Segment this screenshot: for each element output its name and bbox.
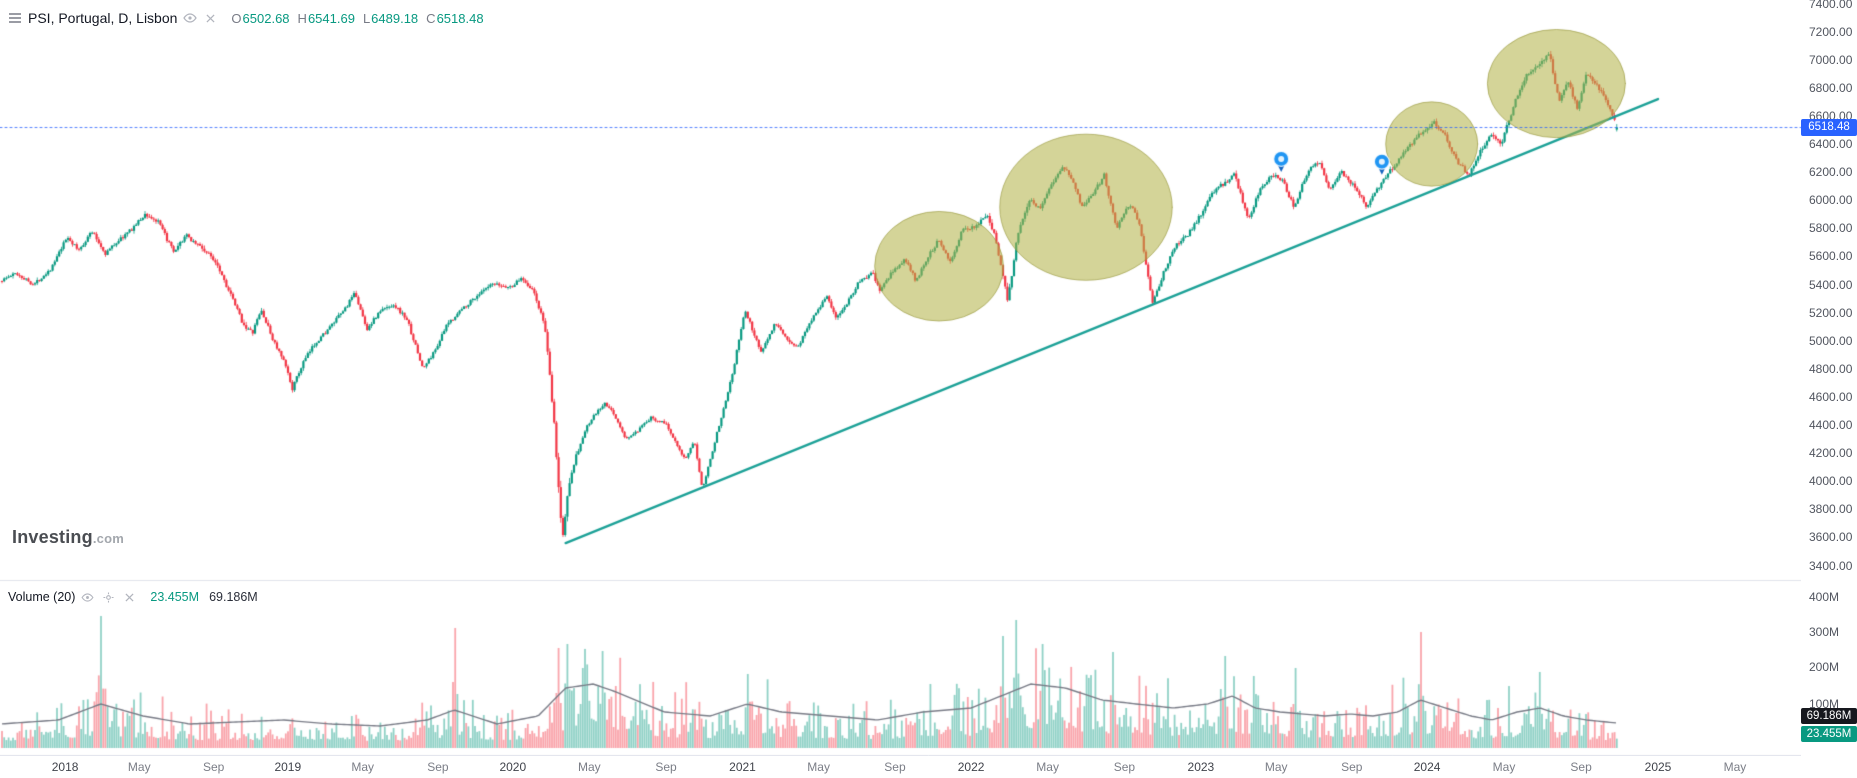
investing-logo-suffix: .com	[92, 531, 124, 546]
time-axis-label: May	[577, 760, 601, 774]
ohlc-high: H6541.69	[297, 10, 355, 26]
price-axis-label: 5400.00	[1809, 277, 1853, 292]
time-axis[interactable]: 2018 May Sep 2019 May Sep 2020 May Sep 2021 May Sep…	[0, 756, 1857, 778]
price-axis-label: 7400.00	[1809, 0, 1853, 11]
price-axis-label: 4400.00	[1809, 418, 1853, 432]
symbol-legend: PSI, Portugal, D, Lisbon O6502.68 H6541.…	[8, 7, 492, 29]
volume-ma-value: 69.186M	[209, 590, 258, 604]
time-axis-label: 2019	[274, 760, 302, 774]
time-axis-label: Sep	[884, 760, 906, 774]
volume-axis-label: 200M	[1809, 660, 1840, 675]
time-axis-label: Sep	[655, 760, 677, 774]
ohlc-close: C6518.48	[426, 10, 484, 26]
time-axis-label: 2021	[729, 760, 756, 774]
instrument-menu-icon[interactable]	[8, 12, 22, 24]
volume-axis-label: 300M	[1809, 624, 1840, 639]
time-axis-label: 2023	[1187, 760, 1215, 774]
volume-current-badge: 23.455M	[1801, 726, 1857, 742]
ohlc-values: O6502.68 H6541.69 L6489.18 C6518.48	[231, 11, 491, 26]
volume-legend: Volume (20) 23.455M 69.186M	[8, 588, 258, 606]
ohlc-open: O6502.68	[231, 10, 290, 26]
investing-logo-brand: Investing	[12, 527, 93, 547]
time-axis-label: May	[1492, 760, 1516, 774]
price-axis-label: 4600.00	[1809, 389, 1853, 404]
close-icon[interactable]	[202, 10, 219, 26]
investing-logo: Investing.com	[12, 527, 124, 548]
time-axis-label: 2018	[51, 760, 79, 774]
time-axis-label: 2020	[499, 760, 527, 774]
price-axis-label: 7200.00	[1809, 24, 1853, 39]
price-axis-label: 3800.00	[1809, 502, 1853, 517]
price-axis-label: 5000.00	[1809, 333, 1853, 348]
volume-ma-badge: 69.186M	[1801, 708, 1857, 724]
time-axis-label: May	[127, 760, 151, 774]
time-axis-label: Sep	[1341, 760, 1363, 774]
time-axis-label: 2024	[1413, 760, 1441, 774]
time-axis-label: May	[807, 760, 830, 774]
price-axis[interactable]: 7400.00 7200.00 7000.00 6800.00 6600.00 6400.…	[1801, 0, 1857, 778]
time-axis-label: May	[1723, 760, 1747, 774]
time-axis-label: Sep	[1113, 760, 1136, 774]
last-price-badge: 6518.48	[1801, 119, 1857, 136]
time-axis-label: May	[351, 760, 375, 774]
close-icon[interactable]	[121, 589, 138, 605]
time-axis-label: 2022	[957, 760, 985, 774]
ohlc-low: L6489.18	[362, 10, 419, 26]
price-axis-label: 3600.00	[1809, 530, 1853, 545]
price-axis-label: 4800.00	[1809, 361, 1853, 376]
time-axis-label: 2025	[1644, 760, 1672, 774]
price-axis-label: 6000.00	[1809, 193, 1853, 208]
price-axis-label: 3400.00	[1809, 558, 1853, 573]
eye-icon[interactable]	[181, 10, 198, 26]
price-axis-label: 6800.00	[1809, 80, 1853, 95]
time-axis-label: May	[1264, 760, 1288, 774]
price-axis-label: 6400.00	[1809, 137, 1853, 151]
price-axis-label: 4000.00	[1809, 474, 1853, 489]
price-axis-label: 7000.00	[1809, 52, 1853, 67]
eye-icon[interactable]	[79, 589, 96, 605]
time-axis-label: May	[1036, 760, 1059, 774]
price-axis-label: 6200.00	[1809, 165, 1853, 180]
price-axis-label: 5200.00	[1809, 305, 1853, 320]
volume-axis-label: 100M	[1809, 696, 1840, 711]
volume-axis-label: 400M	[1809, 589, 1840, 604]
price-axis-label: 5600.00	[1809, 249, 1853, 264]
volume-current-value: 23.455M	[150, 590, 200, 604]
price-axis-label: 4200.00	[1809, 446, 1853, 461]
volume-indicator-title[interactable]: Volume (20)	[8, 590, 76, 604]
symbol-title[interactable]: PSI, Portugal, D, Lisbon	[28, 10, 178, 26]
settings-icon[interactable]	[100, 589, 117, 605]
price-axis-label: 5800.00	[1809, 221, 1853, 236]
time-axis-label: Sep	[427, 760, 449, 774]
time-axis-label: Sep	[1570, 760, 1592, 774]
time-axis-label: Sep	[202, 760, 225, 774]
